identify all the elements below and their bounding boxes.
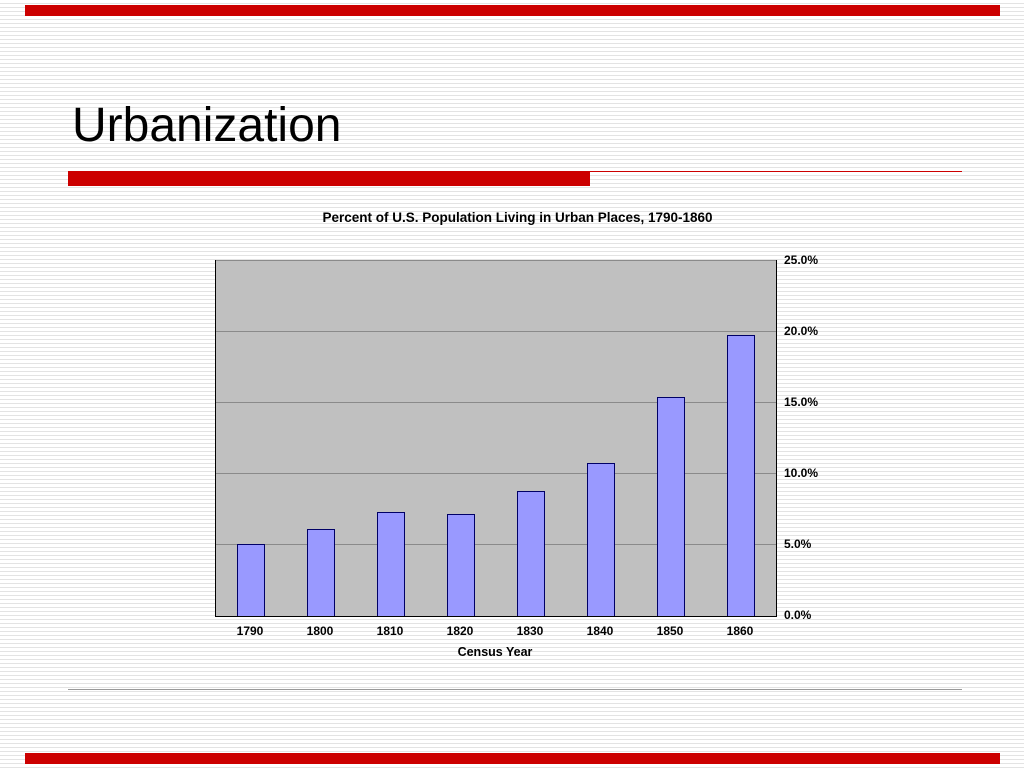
bar-1790 bbox=[237, 544, 265, 616]
y-tick-label: 10.0% bbox=[784, 466, 819, 480]
gridline bbox=[216, 473, 776, 474]
y-tick-label: 20.0% bbox=[784, 324, 819, 338]
bar-1800 bbox=[307, 529, 335, 616]
y-tick-label: 25.0% bbox=[784, 253, 819, 267]
top-accent-bar bbox=[25, 5, 1000, 16]
x-tick-label: 1830 bbox=[516, 624, 544, 638]
bar-1810 bbox=[377, 512, 405, 616]
plot-area bbox=[215, 260, 777, 617]
title-underline-thick bbox=[68, 172, 590, 186]
x-axis-title: Census Year bbox=[457, 645, 533, 659]
x-tick-label: 1810 bbox=[376, 624, 404, 638]
title-underline-thin bbox=[68, 171, 962, 172]
bar-1860 bbox=[727, 335, 755, 616]
gridline bbox=[216, 260, 776, 261]
x-tick-label: 1860 bbox=[726, 624, 754, 638]
bar-1850 bbox=[657, 397, 685, 616]
chart-title: Percent of U.S. Population Living in Urb… bbox=[322, 210, 713, 225]
bar-1820 bbox=[447, 514, 475, 616]
bottom-accent-bar bbox=[25, 753, 1000, 764]
x-tick-label: 1820 bbox=[446, 624, 474, 638]
y-tick-label: 15.0% bbox=[784, 395, 819, 409]
y-tick-label: 5.0% bbox=[784, 537, 812, 551]
gridline bbox=[216, 331, 776, 332]
bar-1830 bbox=[517, 491, 545, 616]
x-tick-label: 1800 bbox=[306, 624, 334, 638]
x-tick-label: 1850 bbox=[656, 624, 684, 638]
bar-1840 bbox=[587, 463, 615, 616]
x-tick-label: 1840 bbox=[586, 624, 614, 638]
gridline bbox=[216, 544, 776, 545]
x-tick-label: 1790 bbox=[236, 624, 264, 638]
footer-rule bbox=[68, 689, 962, 690]
slide-title: Urbanization bbox=[72, 99, 342, 152]
y-tick-label: 0.0% bbox=[784, 608, 812, 622]
gridline bbox=[216, 402, 776, 403]
